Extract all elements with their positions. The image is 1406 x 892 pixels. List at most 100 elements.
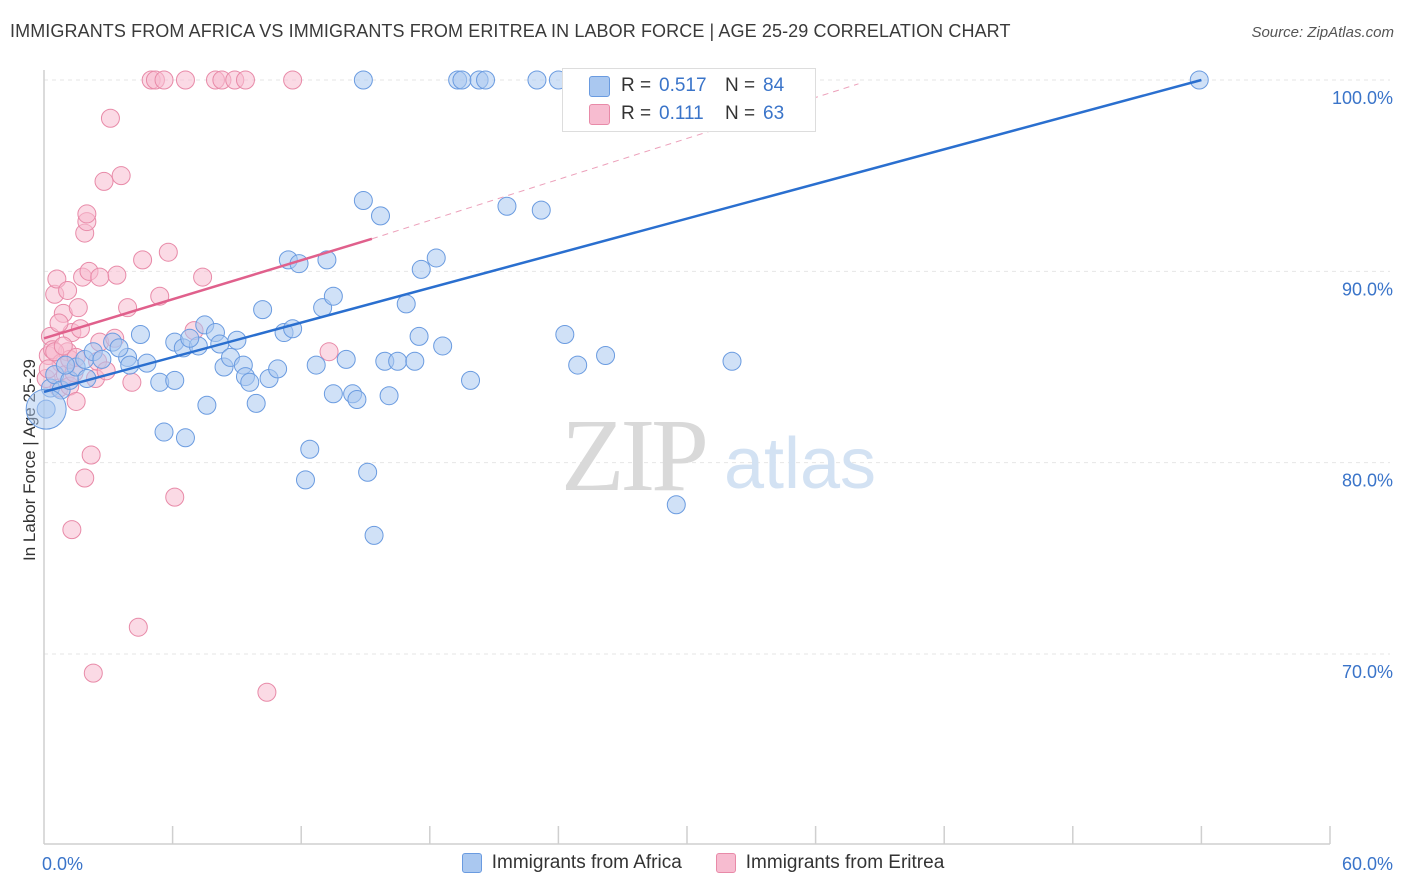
africa-point [461, 370, 481, 390]
africa-point [306, 355, 326, 375]
eritrea-point [154, 70, 174, 90]
africa-point [531, 200, 551, 220]
eritrea-point [94, 171, 114, 191]
africa-point [476, 70, 496, 90]
africa-point [180, 328, 200, 348]
eritrea-point [77, 204, 97, 224]
africa-point [396, 294, 416, 314]
eritrea-point [75, 468, 95, 488]
africa-point [154, 422, 174, 442]
axes [43, 70, 1331, 845]
africa-point [358, 462, 378, 482]
africa-r-value: 0.517 [659, 75, 707, 96]
legend-africa-swatch [461, 853, 482, 873]
eritrea-point [175, 70, 195, 90]
eritrea-point [319, 342, 339, 362]
eritrea-point [83, 663, 103, 683]
eritrea-r-label: R = [621, 103, 652, 124]
eritrea-r-value: 0.111 [659, 103, 704, 124]
eritrea-point [49, 313, 69, 333]
africa-point [246, 393, 266, 413]
africa-point [497, 196, 517, 216]
africa-point [130, 324, 150, 344]
africa-point [527, 70, 547, 90]
eritrea-trend-extension [371, 83, 859, 240]
eritrea-point [111, 166, 131, 186]
africa-point [405, 351, 425, 371]
africa-point [317, 250, 337, 270]
eritrea-point [81, 445, 101, 465]
africa-point [268, 359, 288, 379]
africa-point [411, 259, 431, 279]
eritrea-point [53, 336, 73, 356]
africa-point [197, 395, 217, 415]
eritrea-point [100, 108, 120, 128]
africa-point [364, 525, 384, 545]
africa-point [353, 70, 373, 90]
africa-point [253, 300, 273, 320]
x-tick-label: 0.0% [42, 854, 83, 874]
watermark-zip: ZIP [561, 398, 705, 513]
eritrea-point [283, 70, 303, 90]
africa-point [240, 372, 260, 392]
africa-point [409, 326, 429, 346]
africa-n-label: N = [725, 75, 756, 96]
y-tick-label: 70.0% [1342, 662, 1393, 682]
y-tick-label: 80.0% [1342, 471, 1393, 491]
africa-point [295, 470, 315, 490]
source-label: Source: ZipAtlas.com [1251, 24, 1394, 41]
eritrea-point [62, 520, 82, 540]
africa-point [452, 70, 472, 90]
eritrea-point [107, 265, 127, 285]
legend: Immigrants from Africa Immigrants from E… [0, 852, 1406, 874]
eritrea-trend-line [43, 237, 373, 340]
eritrea-point [66, 391, 86, 411]
africa-point [388, 351, 408, 371]
watermark-atlas: atlas [724, 424, 876, 504]
watermark: ZIP atlas [561, 398, 876, 513]
africa-r-label: R = [621, 75, 652, 96]
africa-point [92, 349, 112, 369]
eritrea-point [122, 372, 142, 392]
africa-swatch [589, 75, 610, 97]
legend-item-eritrea[interactable]: Immigrants from Eritrea [715, 852, 945, 874]
africa-point [596, 346, 616, 366]
legend-eritrea-label: Immigrants from Eritrea [745, 852, 945, 873]
eritrea-point [133, 250, 153, 270]
eritrea-point [158, 242, 178, 262]
x-tick-label: 60.0% [1342, 854, 1393, 874]
africa-point [25, 388, 67, 430]
africa-point [426, 248, 446, 268]
eritrea-point [235, 70, 255, 90]
africa-point [433, 336, 453, 356]
africa-point [555, 324, 575, 344]
eritrea-point [193, 267, 213, 287]
eritrea-point [165, 487, 185, 507]
tick-labels: 70.0% 80.0% 90.0% 100.0% 0.0% 60.0% [42, 88, 1393, 874]
africa-point [300, 439, 320, 459]
eritrea-swatch [589, 103, 610, 125]
africa-trend-line [43, 78, 1202, 394]
chart-title: IMMIGRANTS FROM AFRICA VS IMMIGRANTS FRO… [10, 21, 1011, 41]
africa-point [379, 386, 399, 406]
africa-point [55, 355, 75, 375]
legend-africa-label: Immigrants from Africa [491, 852, 682, 873]
eritrea-n-value: 63 [763, 103, 785, 124]
africa-point [175, 428, 195, 448]
eritrea-point [90, 267, 110, 287]
legend-eritrea-swatch [715, 853, 736, 873]
africa-point [336, 349, 356, 369]
africa-point [165, 370, 185, 390]
eritrea-point [257, 682, 277, 702]
eritrea-n-label: N = [725, 103, 756, 124]
y-tick-label: 90.0% [1342, 279, 1393, 299]
africa-point [109, 338, 129, 358]
stats-box: R = 0.517 N = 84 R = 0.111 N = 63 [562, 68, 816, 132]
eritrea-point [68, 298, 88, 318]
africa-point [722, 351, 742, 371]
africa-point [568, 355, 588, 375]
legend-item-africa[interactable]: Immigrants from Africa [461, 852, 682, 874]
eritrea-point [128, 617, 148, 637]
eritrea-point [58, 280, 78, 300]
